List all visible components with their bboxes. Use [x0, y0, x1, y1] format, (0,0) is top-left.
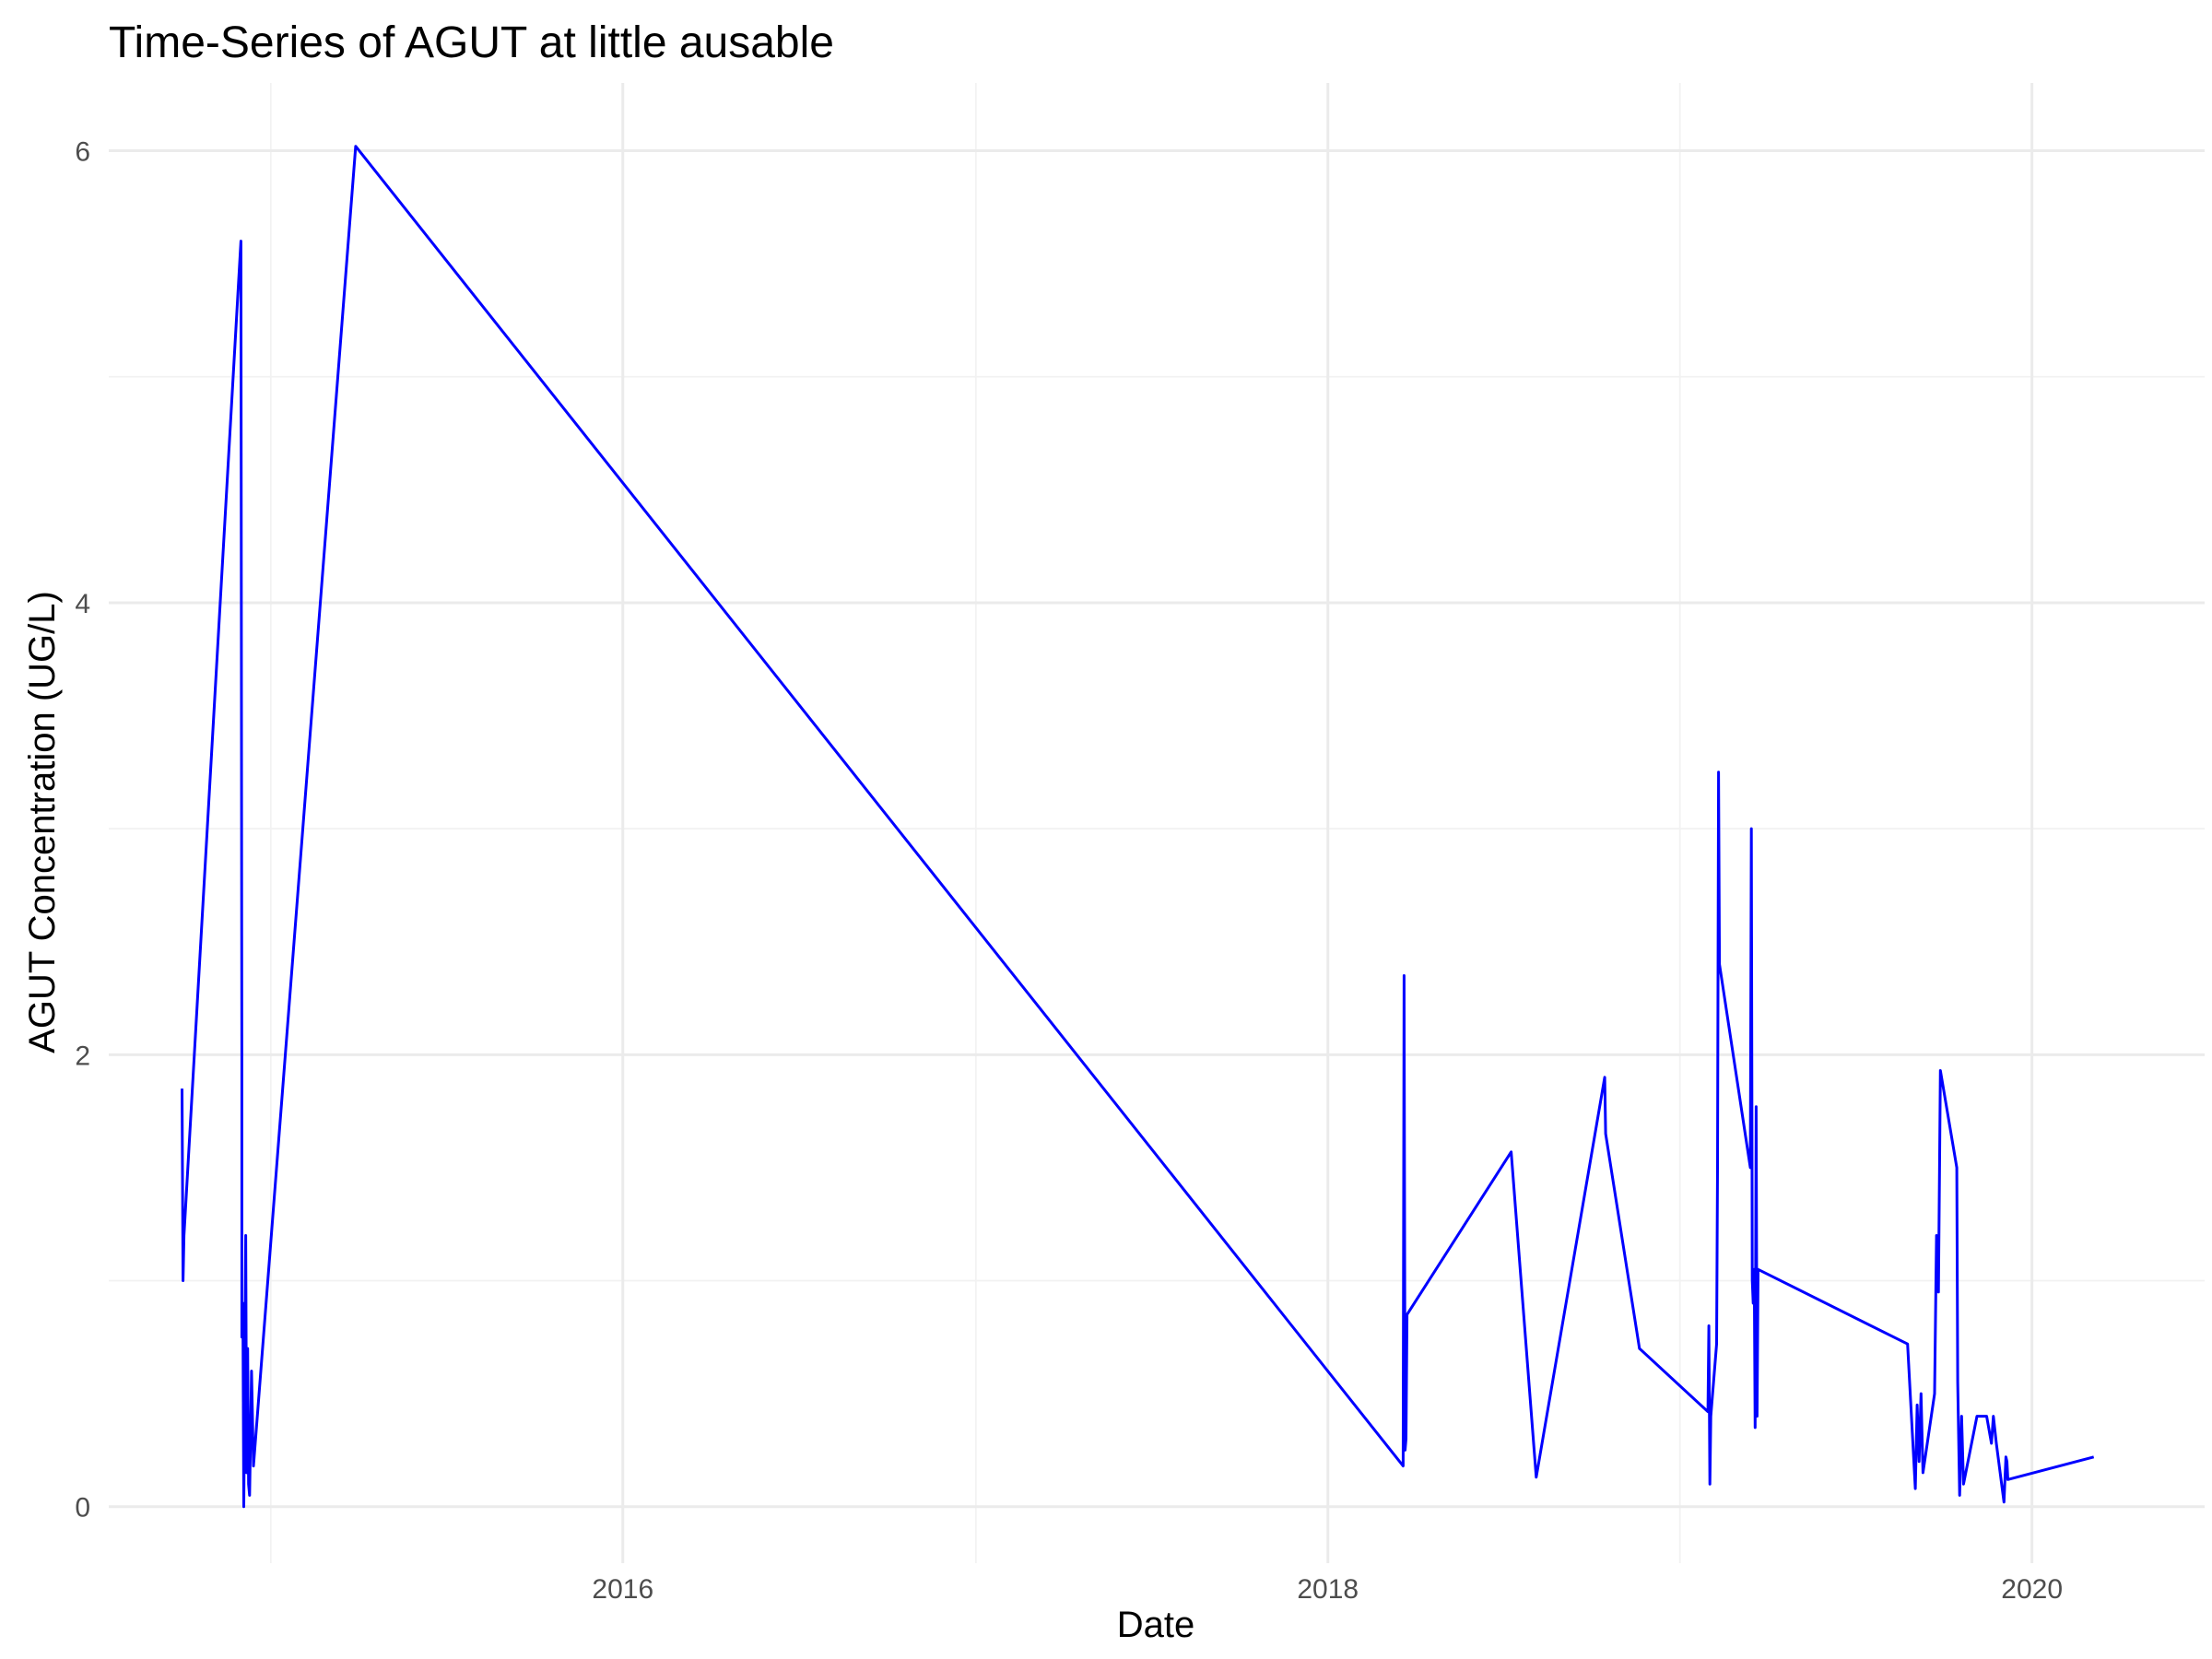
y-tick-labels: 0 2 4 6 — [75, 137, 90, 1524]
data-point — [182, 1234, 186, 1238]
data-point — [240, 1335, 243, 1339]
data-point — [1915, 1403, 1919, 1406]
data-point — [1706, 1410, 1710, 1414]
data-point — [1992, 1415, 1995, 1418]
data-point — [1975, 1415, 1979, 1418]
data-point — [1603, 1076, 1606, 1079]
data-point — [1921, 1471, 1924, 1475]
data-point — [1717, 771, 1721, 774]
x-axis-title: Date — [1117, 1605, 1195, 1645]
data-point — [1406, 1312, 1409, 1316]
x-tick-labels: 2016 2018 2020 — [592, 1574, 2063, 1605]
data-point — [1936, 1290, 1940, 1294]
y-tick-label: 4 — [75, 589, 90, 619]
data-point — [1956, 1381, 1959, 1384]
data-point — [1755, 1415, 1759, 1418]
x-tick-label: 2018 — [1297, 1574, 1359, 1605]
data-point — [1985, 1415, 1989, 1418]
data-point — [1750, 1279, 1754, 1283]
data-point — [250, 1370, 253, 1373]
grid — [109, 83, 2205, 1563]
y-tick-label: 0 — [75, 1493, 90, 1524]
series-line — [181, 145, 2095, 1509]
data-point — [1753, 1426, 1757, 1430]
data-point — [354, 145, 358, 148]
data-point — [1405, 1437, 1408, 1441]
data-point — [1716, 1166, 1720, 1170]
data-point — [1707, 1324, 1711, 1328]
data-point — [1402, 974, 1406, 978]
data-point — [240, 1053, 243, 1056]
data-point — [245, 1471, 249, 1475]
data-point — [1749, 827, 1753, 830]
data-point — [247, 1482, 251, 1486]
data-point — [2006, 1460, 2009, 1464]
data-point — [1535, 1476, 1538, 1479]
data-point — [1748, 1166, 1752, 1170]
data-point — [1510, 1150, 1513, 1154]
data-point — [1994, 1441, 1998, 1445]
data-point — [1754, 1105, 1758, 1109]
data-point — [1938, 1069, 1942, 1073]
data-point — [1935, 1234, 1938, 1238]
data-point — [241, 1301, 245, 1305]
y-tick-label: 2 — [75, 1041, 90, 1071]
x-tick-label: 2016 — [592, 1574, 653, 1605]
data-point — [1961, 1482, 1965, 1486]
data-point — [1906, 1342, 1910, 1346]
y-axis-title: AGUT Concentration (UG/L) — [22, 591, 63, 1053]
data-point — [243, 1370, 247, 1373]
data-point — [1990, 1441, 1994, 1445]
data-point — [1913, 1487, 1917, 1490]
data-point — [239, 240, 242, 243]
data-point — [1959, 1415, 1963, 1418]
data-point — [1604, 1132, 1607, 1135]
data-point — [1715, 1342, 1719, 1346]
x-tick-label: 2020 — [2001, 1574, 2063, 1605]
data-point — [1933, 1392, 1936, 1395]
data-point — [1752, 1267, 1756, 1271]
data-point — [1917, 1460, 1921, 1464]
data-point — [249, 1437, 253, 1441]
data-point — [242, 1505, 246, 1509]
data-point — [1638, 1347, 1641, 1350]
data-point — [1751, 1301, 1755, 1305]
data-point — [2002, 1500, 2006, 1504]
data-point — [1919, 1392, 1923, 1395]
data-point — [2004, 1455, 2007, 1459]
data-point — [181, 1087, 184, 1090]
data-point — [1757, 1267, 1760, 1271]
data-point — [1708, 1482, 1712, 1486]
data-point — [2092, 1455, 2096, 1459]
data-point — [1958, 1493, 1961, 1497]
data-point — [252, 1465, 255, 1468]
data-point — [2006, 1477, 2010, 1481]
data-point — [1718, 962, 1722, 966]
data-point — [1401, 1465, 1405, 1468]
data-point — [1955, 1166, 1959, 1170]
data-point — [246, 1347, 250, 1350]
data-point — [1709, 1415, 1712, 1418]
data-point — [248, 1493, 252, 1497]
y-tick-label: 6 — [75, 137, 90, 168]
chart-title: Time-Series of AGUT at little ausable — [109, 18, 834, 67]
data-point — [182, 1279, 185, 1283]
data-point — [244, 1234, 248, 1238]
data-point — [1404, 1448, 1407, 1452]
